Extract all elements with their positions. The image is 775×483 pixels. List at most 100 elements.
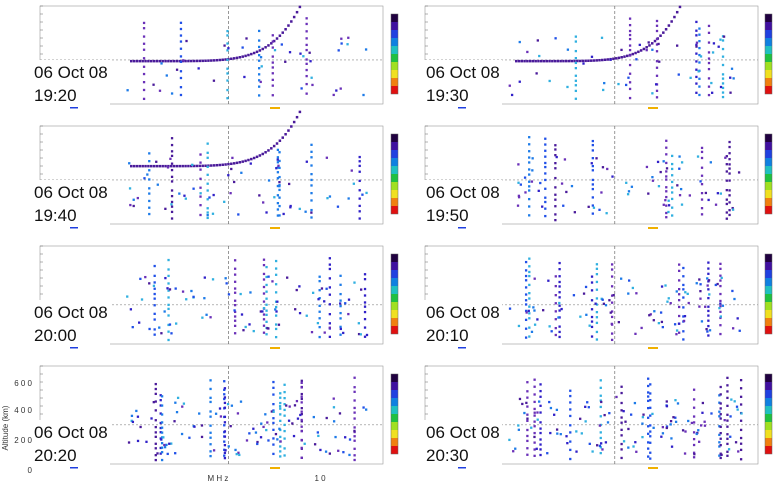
echo xyxy=(544,200,547,204)
echo xyxy=(226,72,229,75)
echo xyxy=(328,257,331,260)
echo xyxy=(182,59,185,62)
plot-frame xyxy=(424,5,759,105)
echo xyxy=(339,311,342,315)
echo xyxy=(584,405,587,408)
echo xyxy=(279,435,282,439)
plot-frame xyxy=(39,5,384,105)
echo xyxy=(209,396,212,399)
echo xyxy=(720,276,723,280)
echo xyxy=(131,325,134,329)
y-axis-label: Altitude (km) xyxy=(1,405,10,450)
echo xyxy=(201,164,204,168)
echo xyxy=(722,35,726,38)
echo xyxy=(645,46,648,49)
echo xyxy=(641,435,644,439)
echo xyxy=(558,325,561,328)
colorbar-segment xyxy=(391,62,398,70)
echo xyxy=(699,424,703,427)
echo xyxy=(528,312,531,315)
echo xyxy=(612,57,615,61)
echo xyxy=(665,425,669,428)
echo xyxy=(292,15,296,19)
echo xyxy=(539,427,542,430)
echo xyxy=(233,324,237,328)
echo xyxy=(671,206,674,209)
echo xyxy=(542,59,546,63)
echo xyxy=(274,300,278,303)
echo xyxy=(223,421,227,424)
echo xyxy=(244,325,247,329)
echo xyxy=(726,419,729,422)
echo xyxy=(539,443,542,446)
echo xyxy=(591,204,594,207)
echo xyxy=(710,81,713,85)
echo xyxy=(667,199,670,202)
echo xyxy=(725,179,728,182)
echo xyxy=(695,60,698,63)
echo xyxy=(591,169,594,172)
echo xyxy=(721,91,725,94)
legend-mark xyxy=(648,467,658,469)
echo xyxy=(532,306,535,309)
echo xyxy=(179,76,183,80)
colorbar-frame xyxy=(390,13,399,95)
legend-mark xyxy=(70,107,78,109)
echo xyxy=(647,41,650,44)
colorbar-segment xyxy=(765,150,772,158)
echo xyxy=(141,164,144,168)
echo xyxy=(138,321,141,324)
echo xyxy=(132,59,136,63)
echo xyxy=(300,395,303,398)
echo xyxy=(620,416,623,419)
echo xyxy=(328,335,331,338)
echo xyxy=(274,267,278,270)
echo xyxy=(284,133,287,136)
echo xyxy=(655,74,659,77)
echo xyxy=(579,417,582,420)
echo xyxy=(512,450,515,453)
echo xyxy=(365,191,368,195)
echo xyxy=(277,323,281,326)
colorbar-segment xyxy=(765,310,772,318)
echo xyxy=(524,260,528,264)
echo xyxy=(266,421,269,424)
echo xyxy=(179,27,183,31)
echo xyxy=(586,401,589,404)
echo xyxy=(262,258,266,261)
echo xyxy=(187,164,190,168)
echo xyxy=(671,191,674,194)
echo xyxy=(283,454,286,457)
echo xyxy=(169,157,172,160)
echo xyxy=(170,164,173,168)
echo xyxy=(533,435,536,439)
echo xyxy=(310,172,313,176)
echo xyxy=(718,306,721,310)
echo xyxy=(533,454,536,457)
echo xyxy=(158,164,162,168)
echo xyxy=(156,183,159,186)
echo xyxy=(270,147,273,150)
echo xyxy=(185,298,188,301)
echo xyxy=(637,50,640,54)
echo xyxy=(142,42,146,45)
echo xyxy=(518,397,522,401)
echo xyxy=(289,204,292,208)
echo xyxy=(259,56,263,59)
echo xyxy=(671,186,674,189)
echo xyxy=(142,35,146,38)
echo xyxy=(300,397,303,401)
echo xyxy=(233,332,237,335)
echo xyxy=(590,162,593,165)
echo xyxy=(303,442,306,445)
echo xyxy=(310,330,314,334)
echo xyxy=(535,72,538,75)
echo xyxy=(642,47,646,51)
echo xyxy=(279,396,282,399)
echo xyxy=(539,453,542,457)
echo xyxy=(160,458,164,462)
echo xyxy=(332,397,335,400)
echo xyxy=(579,315,582,318)
echo xyxy=(719,407,722,410)
